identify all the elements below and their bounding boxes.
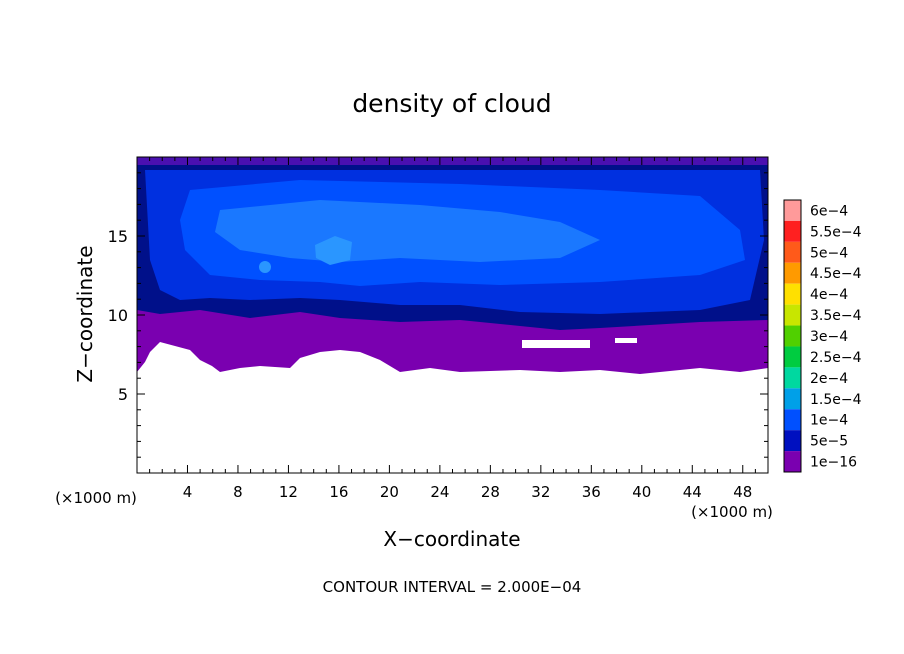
chart-title: density of cloud bbox=[352, 89, 551, 118]
colorbar-label: 4.5e−4 bbox=[810, 266, 862, 282]
colorbar-label: 5.5e−4 bbox=[810, 224, 862, 240]
x-tick-label: 48 bbox=[733, 483, 752, 501]
colorbar-swatch bbox=[784, 430, 801, 452]
y-axis-title: Z−coordinate bbox=[73, 245, 97, 382]
x-tick-label: 20 bbox=[380, 483, 399, 501]
y-tick-label: 15 bbox=[108, 227, 128, 246]
x-axis-title: X−coordinate bbox=[383, 527, 520, 551]
colorbar-label: 5e−5 bbox=[810, 434, 848, 450]
colorbar-label: 3e−4 bbox=[810, 329, 848, 345]
colorbar-swatch bbox=[784, 262, 801, 284]
colorbar-swatch bbox=[784, 388, 801, 410]
colorbar-label: 1e−16 bbox=[810, 455, 857, 471]
colorbar: 6e−4 5.5e−4 5e−4 4.5e−4 4e−4 3.5e−4 3e−4 2.5e−4… bbox=[783, 199, 862, 473]
colorbar-label: 2e−4 bbox=[810, 371, 848, 387]
colorbar-swatch bbox=[784, 451, 801, 472]
contour-interval-footer: CONTOUR INTERVAL = 2.000E−04 bbox=[323, 578, 582, 596]
x-tick-label: 44 bbox=[683, 483, 702, 501]
y-tick-label: 5 bbox=[118, 385, 128, 404]
colorbar-swatch bbox=[784, 220, 801, 242]
colorbar-frame bbox=[783, 199, 802, 473]
colorbar-label: 2.5e−4 bbox=[810, 350, 862, 366]
colorbar-swatch bbox=[784, 241, 801, 263]
x-unit-label: (×1000 m) bbox=[691, 503, 773, 521]
y-axis: 5 10 15 bbox=[108, 172, 768, 458]
colorbar-swatch bbox=[784, 283, 801, 305]
x-tick-label: 12 bbox=[279, 483, 298, 501]
plot-area bbox=[137, 157, 768, 473]
y-tick-label: 10 bbox=[108, 306, 128, 325]
colorbar-swatch bbox=[784, 325, 801, 347]
x-tick-label: 28 bbox=[481, 483, 500, 501]
y-unit-label: (×1000 m) bbox=[55, 489, 137, 507]
colorbar-label: 6e−4 bbox=[810, 203, 848, 219]
colorbar-swatch bbox=[784, 367, 801, 389]
colorbar-label: 5e−4 bbox=[810, 245, 848, 261]
x-tick-label: 8 bbox=[233, 483, 243, 501]
x-axis: 4 8 12 16 20 24 28 32 36 40 44 48 bbox=[149, 157, 756, 501]
colorbar-label: 1.5e−4 bbox=[810, 392, 862, 408]
colorbar-swatch bbox=[784, 346, 801, 368]
x-tick-label: 16 bbox=[329, 483, 348, 501]
upper-layer-peak-patch bbox=[315, 236, 352, 265]
colorbar-label: 3.5e−4 bbox=[810, 308, 862, 324]
upper-layer-peak-dot bbox=[259, 261, 271, 273]
lower-layer-gap-1 bbox=[522, 340, 590, 348]
lower-layer-gap-2 bbox=[615, 338, 637, 343]
x-tick-label: 32 bbox=[531, 483, 550, 501]
x-tick-label: 36 bbox=[582, 483, 601, 501]
x-tick-label: 24 bbox=[430, 483, 449, 501]
colorbar-swatch bbox=[784, 200, 801, 221]
upper-layer-bright-patch bbox=[215, 200, 600, 262]
colorbar-swatch bbox=[784, 304, 801, 326]
colorbar-label: 4e−4 bbox=[810, 287, 848, 303]
x-tick-label: 4 bbox=[183, 483, 193, 501]
x-tick-label: 40 bbox=[632, 483, 651, 501]
colorbar-label: 1e−4 bbox=[810, 413, 848, 429]
colorbar-swatch bbox=[784, 409, 801, 431]
